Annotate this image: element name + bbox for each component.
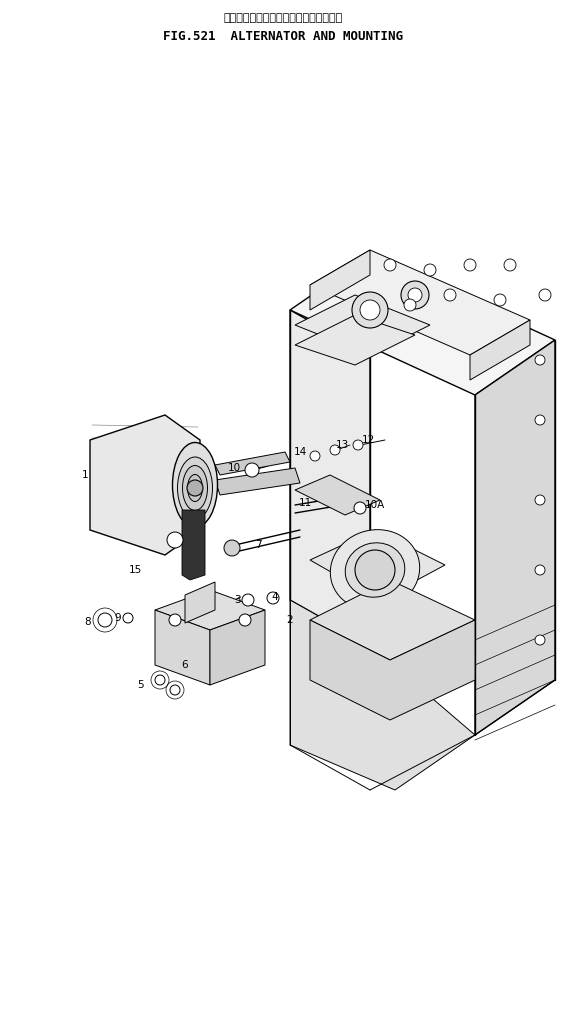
Text: 10: 10 — [228, 463, 241, 473]
Text: 5: 5 — [136, 680, 143, 690]
Circle shape — [354, 502, 366, 514]
Ellipse shape — [178, 457, 212, 519]
Circle shape — [98, 613, 112, 627]
Polygon shape — [295, 315, 415, 365]
Text: FIG.521  ALTERNATOR AND MOUNTING: FIG.521 ALTERNATOR AND MOUNTING — [163, 29, 403, 43]
Ellipse shape — [173, 442, 217, 527]
Text: オルタネータ　および　マウンティング: オルタネータ および マウンティング — [224, 13, 342, 23]
Text: 10A: 10A — [365, 500, 385, 510]
Circle shape — [352, 292, 388, 328]
Polygon shape — [210, 610, 265, 685]
Circle shape — [169, 614, 181, 626]
Polygon shape — [475, 340, 555, 735]
Polygon shape — [290, 310, 370, 645]
Circle shape — [535, 565, 545, 575]
Circle shape — [535, 635, 545, 645]
Polygon shape — [185, 582, 215, 623]
Polygon shape — [310, 530, 445, 600]
Polygon shape — [470, 320, 530, 380]
Polygon shape — [215, 452, 290, 475]
Circle shape — [267, 592, 279, 604]
Circle shape — [310, 451, 320, 461]
Text: 15: 15 — [128, 565, 142, 575]
Polygon shape — [290, 255, 555, 395]
Text: 12: 12 — [361, 435, 375, 445]
Circle shape — [170, 685, 180, 695]
Circle shape — [535, 495, 545, 505]
Circle shape — [245, 463, 259, 477]
Circle shape — [123, 613, 133, 623]
Circle shape — [155, 675, 165, 685]
Circle shape — [404, 299, 416, 311]
Circle shape — [167, 532, 183, 548]
Circle shape — [224, 540, 240, 556]
Text: 9: 9 — [115, 613, 121, 623]
Circle shape — [242, 594, 254, 606]
Text: 8: 8 — [85, 617, 91, 627]
Circle shape — [504, 259, 516, 271]
Circle shape — [408, 288, 422, 302]
Circle shape — [424, 264, 436, 276]
Circle shape — [494, 294, 506, 306]
Circle shape — [384, 259, 396, 271]
Circle shape — [330, 445, 340, 455]
Circle shape — [539, 289, 551, 301]
Circle shape — [464, 259, 476, 271]
Polygon shape — [182, 510, 205, 580]
Polygon shape — [310, 580, 475, 660]
Polygon shape — [295, 475, 380, 515]
Text: 4: 4 — [272, 592, 278, 602]
Ellipse shape — [187, 475, 203, 502]
Ellipse shape — [345, 542, 405, 597]
Circle shape — [535, 415, 545, 425]
Polygon shape — [155, 590, 265, 630]
Text: 7: 7 — [255, 540, 261, 550]
Circle shape — [401, 281, 429, 309]
Polygon shape — [310, 250, 370, 310]
Ellipse shape — [182, 465, 208, 510]
Ellipse shape — [331, 529, 419, 610]
Polygon shape — [90, 415, 200, 555]
Circle shape — [444, 289, 456, 301]
Text: 11: 11 — [298, 498, 312, 508]
Circle shape — [535, 355, 545, 365]
Polygon shape — [310, 620, 475, 720]
Circle shape — [360, 300, 380, 320]
Polygon shape — [215, 468, 300, 495]
Circle shape — [355, 550, 395, 590]
Text: 2: 2 — [287, 615, 293, 625]
Circle shape — [187, 480, 203, 496]
Polygon shape — [295, 295, 430, 355]
Text: 1: 1 — [82, 470, 88, 480]
Circle shape — [353, 440, 363, 450]
Text: 13: 13 — [336, 440, 349, 450]
Polygon shape — [310, 250, 530, 355]
Text: 6: 6 — [182, 660, 188, 670]
Polygon shape — [290, 600, 475, 790]
Text: 14: 14 — [293, 447, 307, 457]
Polygon shape — [155, 610, 210, 685]
Circle shape — [239, 614, 251, 626]
Text: 3: 3 — [234, 595, 241, 605]
